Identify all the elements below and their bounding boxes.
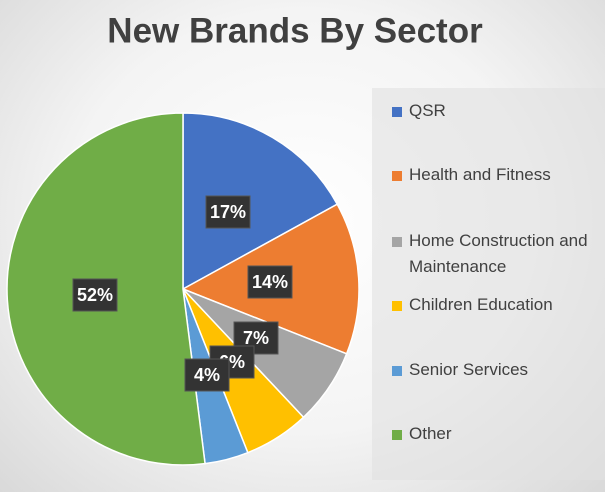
data-label: 14% [247,265,293,299]
legend-swatch [392,301,402,311]
legend-label: Health and Fitness [409,165,551,184]
legend-swatch [392,237,402,247]
data-label: 4% [184,358,230,392]
legend-item: Home Construction and Maintenance [392,228,592,280]
legend-swatch [392,107,402,117]
data-label: 17% [205,195,251,229]
legend-label: Senior Services [409,360,529,379]
data-label-box [205,195,251,229]
legend-item: Children Education [392,292,592,318]
pie-slice [182,112,339,291]
legend-label: QSR [409,101,446,120]
data-label-box [247,265,293,299]
data-label-text: 14% [252,272,288,292]
chart-title: New Brands By Sector [107,11,483,50]
legend-label: Children Education [409,295,553,314]
data-label-text: 7% [243,328,269,348]
data-label-text: 52% [77,285,113,305]
legend-swatch [392,366,402,376]
data-label-text: 17% [210,202,246,222]
data-label-box [184,358,230,392]
legend-item: QSR [392,98,592,124]
data-label-text: 4% [194,365,220,385]
legend-item: Other [392,421,592,447]
data-label: 52% [72,278,118,312]
legend-swatch [392,171,402,181]
legend: QSR Health and Fitness Home Construction a… [372,88,605,480]
legend-item: Senior Services [392,357,592,383]
legend-label: Other [409,424,452,443]
legend-label: Home Construction and Maintenance [409,231,588,276]
legend-swatch [392,430,402,440]
legend-item: Health and Fitness [392,162,592,188]
data-label-box [72,278,118,312]
